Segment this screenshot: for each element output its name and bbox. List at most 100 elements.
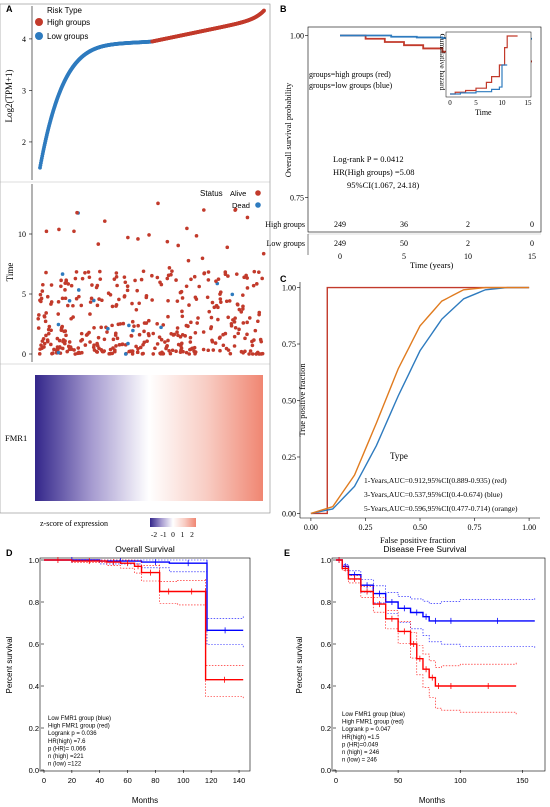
a-mid-point [245,332,249,337]
a-mid-point [55,336,60,341]
a-mid-point [59,278,63,283]
a-mid-point [181,349,185,354]
a-mid-point [98,277,103,281]
a-mid-point [151,331,156,336]
a-mid-point [115,283,119,288]
a-mid-point [214,279,218,283]
a-mid-point [114,275,119,279]
e-y-ticks: 0.0 0.2 0.4 0.6 0.8 1.0 [321,556,336,775]
a-mid-point [111,337,116,342]
a-mid-point [56,300,61,304]
e-ylabel: Percent survival [295,636,304,693]
b-xtick-label: 15 [528,252,536,261]
a-mid-point [155,275,160,280]
e-line-low [336,559,535,622]
colorbar-tick-label: 2 [190,530,194,539]
d-stat-line: HR(high) =7.6 [48,739,86,745]
a-mid-point [44,229,49,234]
b-ytick-label: 1.00 [290,31,304,40]
a-mid-point [184,284,189,289]
e-stats: Low FMR1 group (blue) High FMR1 group (re… [342,712,405,764]
d-line-high [44,559,244,681]
panel-a-heatmap: FMR1 z-score of expression -2 -1 0 1 2 [5,375,263,539]
a-mid-point [135,350,140,355]
c-ytick-label: 0.00 [282,509,296,518]
a-mid-point [41,336,46,341]
a-mid-point [37,352,42,356]
b-inset-ylabel: Cumulative hazard [438,34,447,91]
a-mid-point [167,348,171,353]
a-mid-point [221,343,226,348]
d-ci-lower [44,559,244,699]
a-mid-point [60,272,65,276]
a-mid-point [95,350,100,354]
a-mid-point [95,283,100,288]
a-mid-point [161,323,166,327]
a-mid-point [174,349,178,354]
a-mid-point [86,270,91,274]
a-mid-point [183,334,187,338]
a-mid-point [126,235,130,240]
c-xtick-label: 1.00 [522,523,536,532]
a-mid-point [118,322,123,326]
a-mid-point [97,297,101,301]
a-mid-point [166,338,170,343]
a-mid-point [219,300,223,304]
a-mid-point [123,352,128,356]
a-mid-point [216,317,220,322]
a-mid-point [76,346,81,350]
a-mid-point [248,349,253,353]
a-mid-point [71,303,75,308]
a-top-y-ticks: 2 3 4 [22,35,32,147]
b-table-cell: 36 [400,220,408,229]
a-mid-point [92,325,96,330]
a-legend-high-dot [35,18,43,26]
a-mid-point [114,344,118,348]
a-mid-point [250,339,254,344]
a-top-ytick-label: 4 [22,35,26,44]
d-ytick-label: 0.0 [29,766,39,775]
c-legend-3y: 3-Years,AUC=0.537,95%CI(0.4-0.674) (blue… [364,490,503,499]
c-xtick-label: 0.50 [413,523,427,532]
a-mid-point [68,345,73,349]
b-risk-table-cells: 249 36 2 0 249 50 2 0 [334,220,534,248]
a-mid-point [224,299,229,304]
a-mid-point [175,326,180,330]
a-mid-point [235,302,240,307]
e-stat-line: p (HR)=0.049 [342,742,379,748]
a-mid-ylabel: Time [5,263,15,282]
panel-label-d: D [6,548,13,558]
a-mid-point [193,350,198,354]
a-mid-point [197,284,201,289]
d-xtick-label: 120 [205,776,218,785]
a-mid-point [233,208,237,212]
a-mid-point [134,308,139,312]
b-inset-xlabel: Time [475,108,492,117]
a-mid-point [92,298,96,303]
a-mid-point [209,315,214,320]
a-mid-point [151,352,156,356]
a-mid-point [175,299,180,303]
a-mid-point [216,305,220,310]
a-mid-point [130,319,135,324]
b-table-row-high: High groups [265,220,305,229]
a-mid-point [150,273,154,278]
a-mid-point [195,321,200,325]
c-ytick-label: 0.50 [282,397,296,406]
e-ci-upper [336,559,536,604]
b-inset-xtick-label: 0 [448,99,452,107]
a-mid-point [206,278,211,282]
a-mid-point [88,340,92,344]
c-xtick-label: 0.25 [358,523,372,532]
a-mid-point [56,350,61,355]
a-mid-point [232,334,237,339]
a-mid-point [95,303,100,308]
a-mid-point [170,348,175,353]
a-mid-point [67,340,72,344]
d-stats: Low FMR1 group (blue) High FMR1 group (re… [48,716,111,768]
a-mid-point [223,272,228,277]
b-x-ticks: 0 5 10 15 [338,252,536,261]
e-xtick-label: 0 [334,776,338,785]
a-mid-point [121,321,126,326]
